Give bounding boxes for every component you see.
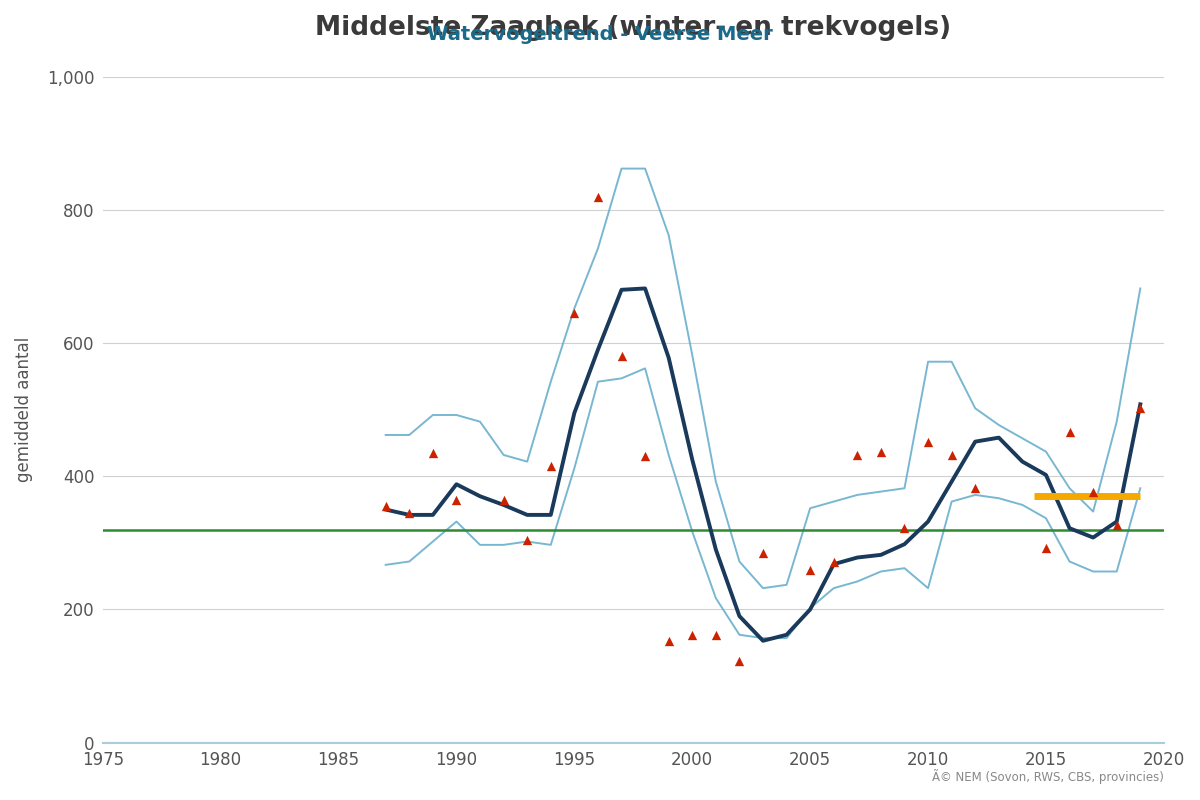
Point <box>541 460 560 473</box>
Point <box>895 522 914 534</box>
Point <box>1084 485 1103 498</box>
Point <box>636 450 655 462</box>
Title: Middelste Zaagbek (winter- en trekvogels): Middelste Zaagbek (winter- en trekvogels… <box>316 15 952 41</box>
Point <box>446 493 466 506</box>
Point <box>966 482 985 494</box>
Point <box>612 350 631 362</box>
Point <box>376 500 395 513</box>
Point <box>871 446 890 458</box>
Point <box>588 190 607 203</box>
Point <box>659 635 678 648</box>
Point <box>730 654 749 667</box>
Point <box>494 493 514 506</box>
Point <box>918 435 937 448</box>
Point <box>824 555 844 568</box>
Point <box>683 629 702 642</box>
Point <box>707 629 726 642</box>
Point <box>1130 402 1150 414</box>
Point <box>847 449 866 462</box>
Point <box>942 449 961 462</box>
Point <box>1060 426 1079 438</box>
Point <box>1037 542 1056 554</box>
Y-axis label: gemiddeld aantal: gemiddeld aantal <box>16 337 34 482</box>
Point <box>1108 518 1127 531</box>
Point <box>754 546 773 559</box>
Point <box>565 306 584 319</box>
Text: Ã© NEM (Sovon, RWS, CBS, provincies): Ã© NEM (Sovon, RWS, CBS, provincies) <box>932 769 1164 784</box>
Point <box>400 506 419 519</box>
Point <box>424 446 443 459</box>
Text: Watervogeltrend - Veerse Meer: Watervogeltrend - Veerse Meer <box>427 25 773 44</box>
Point <box>800 563 820 576</box>
Point <box>517 533 536 546</box>
